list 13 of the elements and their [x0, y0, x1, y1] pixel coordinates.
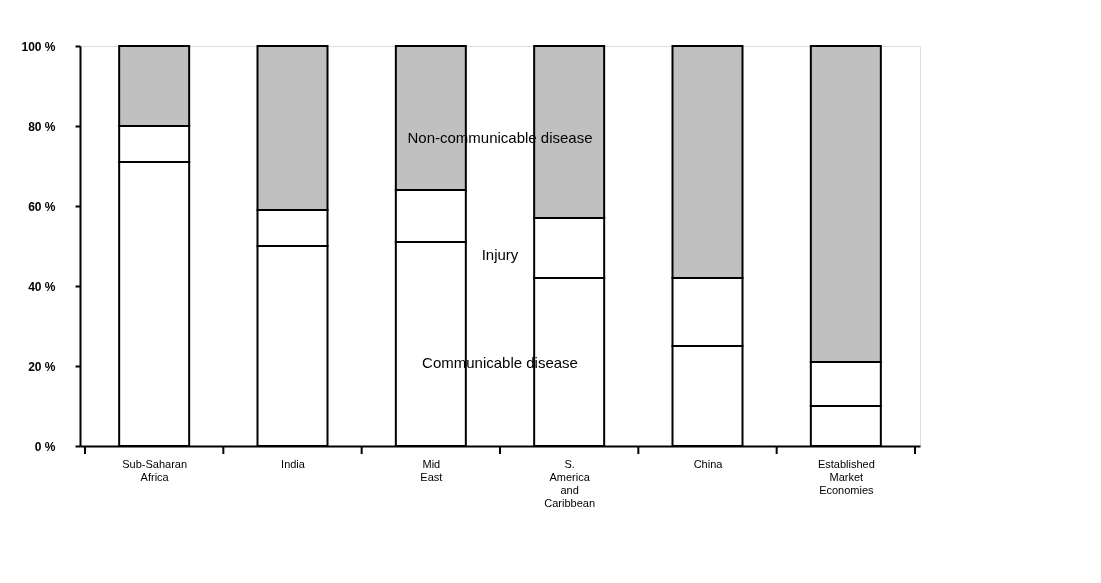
y-tick-label: 100 %: [21, 39, 56, 54]
series-label: Injury: [481, 246, 519, 264]
y-tick-label: 0 %: [34, 439, 56, 454]
x-tick-label: China: [693, 457, 724, 470]
x-tick-label: Sub-Saharan Africa: [122, 457, 188, 483]
x-tick-label: Mid East: [420, 457, 443, 483]
y-tick-label: 40 %: [28, 279, 56, 294]
y-tick-label: 60 %: [28, 199, 56, 214]
x-tick-label: S. America and Caribbean: [544, 457, 596, 509]
y-tick-label: 80 %: [28, 119, 56, 134]
y-tick-label: 20 %: [28, 359, 56, 374]
x-tick-label: India: [281, 457, 306, 470]
x-tick-label: Established Market Economies: [817, 457, 875, 496]
